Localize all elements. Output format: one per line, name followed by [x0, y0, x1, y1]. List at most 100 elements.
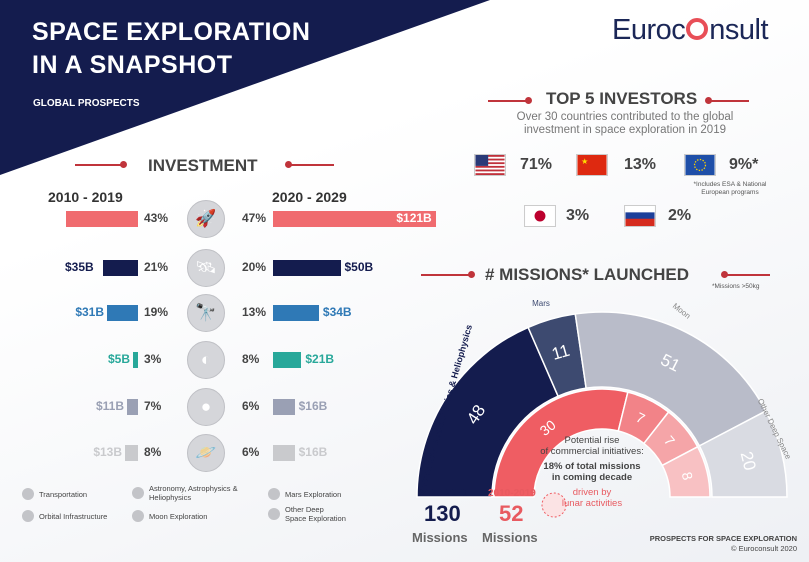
period-right: 2020 - 2029 — [272, 189, 347, 205]
value-right-3: $21B — [305, 352, 335, 366]
bar-left-5 — [125, 445, 138, 461]
section-decoration — [709, 100, 749, 102]
value-right-2: $34B — [322, 305, 352, 319]
euroconsult-logo: Euroc nsult — [612, 14, 769, 46]
title-line-2: IN A SNAPSHOT — [32, 51, 233, 79]
bar-left-1 — [103, 260, 138, 276]
section-decoration — [488, 100, 528, 102]
value-left-4: $11B — [95, 399, 124, 413]
planet-icon — [268, 508, 280, 520]
percent-left-0: 43% — [144, 211, 169, 225]
china-percent: 13% — [624, 156, 657, 173]
title-line-1: SPACE EXPLORATION — [32, 18, 311, 46]
svg-text:★: ★ — [581, 157, 588, 166]
value-left-3: $5B — [107, 352, 130, 366]
outer-segment-3 — [698, 410, 788, 498]
footer: PROSPECTS FOR SPACE EXPLORATION © Euroco… — [649, 534, 797, 553]
section-decoration — [421, 274, 471, 276]
inner-segment-0 — [493, 388, 629, 498]
total-new-missions: 130 — [424, 501, 461, 526]
moon-icon — [132, 510, 144, 522]
missions-center-text: Potential rise of commercial initiatives… — [540, 435, 644, 509]
japan-flag — [524, 205, 556, 227]
outer-value-3: 20 — [737, 450, 760, 473]
bar-right-3 — [273, 352, 302, 368]
bar-left-0 — [66, 211, 138, 227]
bar-left-4 — [127, 399, 138, 415]
mars-icon — [268, 488, 280, 500]
header-banner — [0, 0, 490, 175]
section-decoration-dot — [120, 161, 127, 168]
legend-label: Transportation — [39, 489, 88, 499]
mars-icon: ● — [187, 388, 225, 426]
percent-left-2: 19% — [144, 305, 169, 319]
investors-description: Over 30 countries contributed to the glo… — [516, 111, 734, 136]
moon-decoration-icon — [541, 492, 567, 518]
section-decoration-dot — [705, 97, 712, 104]
legend-label: Other Deep Space Exploration — [285, 505, 346, 523]
missions-title: # MISSIONS* LAUNCHED — [485, 265, 690, 284]
percent-right-0: 47% — [242, 211, 267, 225]
percent-left-5: 8% — [144, 445, 162, 459]
percent-left-3: 3% — [144, 352, 162, 366]
missions-word-old: Missions — [482, 530, 538, 545]
period-old-label: 2010-2019 — [488, 488, 536, 499]
investors-title: TOP 5 INVESTORS — [546, 89, 698, 108]
eu-note: *Includes ESA & National European program… — [693, 181, 767, 196]
percent-right-5: 6% — [242, 445, 260, 459]
value-right-4: $16B — [298, 399, 328, 413]
bar-left-2 — [107, 305, 138, 321]
legend-label: Orbital Infrastructure — [39, 511, 108, 521]
section-decoration — [75, 164, 123, 166]
legend-label: Moon Exploration — [149, 511, 208, 521]
legend-item-4: Mars Exploration — [268, 488, 341, 500]
percent-left-1: 21% — [144, 260, 169, 274]
legend-item-3: Moon Exploration — [132, 510, 207, 522]
legend-label: Mars Exploration — [285, 489, 342, 499]
bar-right-4 — [273, 399, 295, 415]
percent-right-2: 13% — [242, 305, 267, 319]
russia-percent: 2% — [668, 207, 692, 224]
missions-note: *Missions >50kg — [712, 283, 760, 290]
telescope-icon — [132, 487, 144, 499]
section-decoration-dot — [525, 97, 532, 104]
space-station-icon — [22, 510, 34, 522]
planet-icon: 🪐 — [187, 434, 225, 472]
legend-item-0: Transportation — [22, 488, 87, 500]
section-decoration-dot — [285, 161, 292, 168]
bar-right-0 — [273, 211, 437, 227]
value-right-1: $50B — [344, 260, 374, 274]
outer-category-label-1: Mars — [532, 299, 550, 308]
china-flag: ★ — [576, 154, 608, 176]
period-new-label: 2020-2029 — [420, 488, 468, 499]
bar-left-3 — [133, 352, 138, 368]
period-left: 2010 - 2019 — [48, 189, 123, 205]
outer-value-1: 11 — [550, 341, 572, 364]
legend-item-2: Astronomy, Astrophysics & Heliophysics — [132, 484, 252, 502]
value-left-5: $13B — [93, 445, 122, 459]
japan-percent: 3% — [566, 207, 590, 224]
page-title: SPACE EXPLORATION IN A SNAPSHOT — [32, 16, 310, 82]
usa-flag — [474, 154, 506, 176]
section-decoration-dot — [721, 271, 728, 278]
eu-flag — [684, 154, 716, 176]
usa-percent: 71% — [520, 156, 553, 173]
rocket-icon: 🚀 — [187, 200, 225, 238]
value-right-5: $16B — [298, 445, 328, 459]
value-left-1: $35B — [65, 260, 94, 274]
investment-title: INVESTMENT — [148, 156, 258, 175]
outer-segment-2 — [574, 311, 767, 447]
percent-right-1: 20% — [242, 260, 267, 274]
percent-right-3: 8% — [242, 352, 260, 366]
space-station-icon: 🛰 — [187, 249, 225, 287]
value-right-0: $121B — [396, 211, 432, 225]
bar-right-2 — [273, 305, 319, 321]
percent-left-4: 7% — [144, 399, 162, 413]
moon-icon: ◐ — [187, 341, 225, 379]
bar-right-5 — [273, 445, 295, 461]
rocket-icon — [22, 488, 34, 500]
legend-label: Astronomy, Astrophysics & Heliophysics — [149, 484, 238, 502]
inner-value-3: 8 — [679, 470, 696, 482]
eu-percent: 9%* — [729, 156, 759, 173]
